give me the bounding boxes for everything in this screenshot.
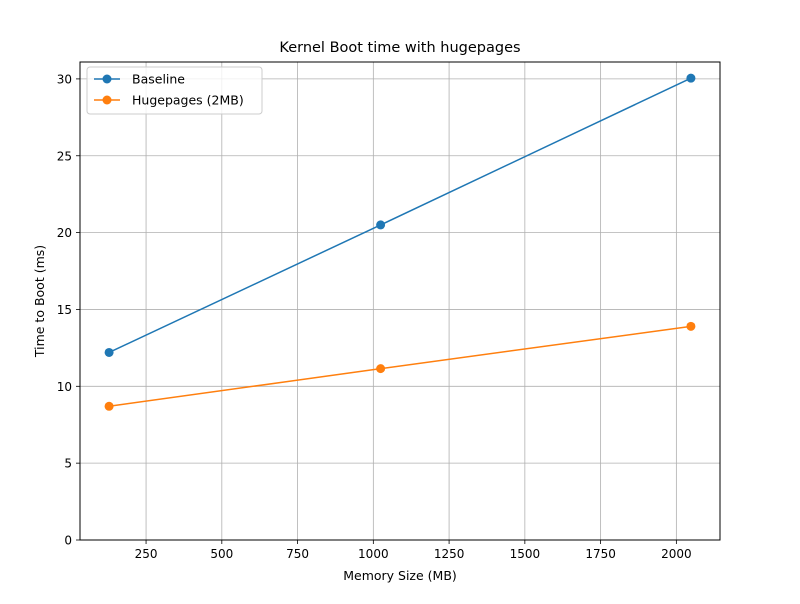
plot-frame <box>79 61 721 541</box>
legend-label-baseline: Baseline <box>132 72 185 87</box>
y-tick-label: 25 <box>57 149 72 163</box>
data-point-hugepages <box>686 321 696 331</box>
x-axis-label: Memory Size (MB) <box>343 568 457 583</box>
ticks: 250 500 750 1000 1250 1500 1750 2000 0 5 10 15 20 25 3… <box>57 72 692 561</box>
y-tick-label: 10 <box>57 380 72 394</box>
x-tick-label: 250 <box>135 547 158 561</box>
chart-title: Kernel Boot time with hugepages <box>279 40 520 56</box>
y-tick-label: 5 <box>64 457 72 471</box>
x-tick-label: 1000 <box>358 547 389 561</box>
legend-marker-hugepages <box>102 95 112 105</box>
legend-box <box>86 66 263 115</box>
y-tick-label: 15 <box>57 303 72 317</box>
y-tick-label: 30 <box>57 72 72 86</box>
series-layer <box>104 73 696 411</box>
legend: Baseline Hugepages (2MB) <box>86 66 263 115</box>
y-tick-label: 0 <box>64 534 72 548</box>
legend-label-hugepages: Hugepages (2MB) <box>132 93 244 108</box>
x-tick-label: 1500 <box>510 547 541 561</box>
y-tick-label: 20 <box>57 226 72 240</box>
data-point-hugepages <box>376 364 386 374</box>
x-tick-label: 2000 <box>661 547 692 561</box>
y-axis-label: Time to Boot (ms) <box>32 245 47 358</box>
x-tick-label: 750 <box>286 547 309 561</box>
x-tick-label: 500 <box>210 547 233 561</box>
data-point-baseline <box>686 73 696 83</box>
x-tick-label: 1250 <box>434 547 465 561</box>
x-tick-label: 1750 <box>585 547 616 561</box>
legend-marker-baseline <box>102 74 112 84</box>
data-point-baseline <box>104 347 114 357</box>
data-point-hugepages <box>104 401 114 411</box>
data-point-baseline <box>376 220 386 230</box>
